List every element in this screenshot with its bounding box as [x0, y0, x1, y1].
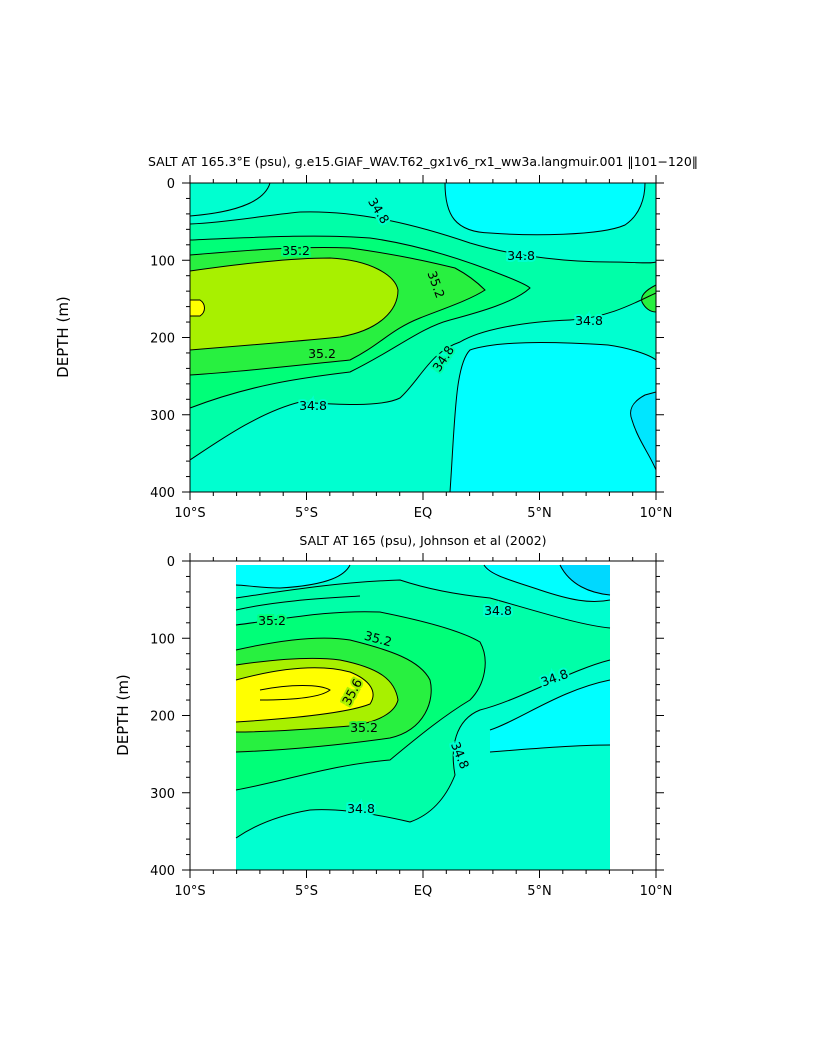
panel-1-fill: [190, 183, 656, 492]
x-tick-label: 5°S: [295, 884, 318, 899]
y-tick-label: 0: [167, 555, 175, 570]
x-tick-label: 10°N: [640, 884, 673, 899]
y-tick-label: 300: [150, 409, 175, 424]
panel-1-title: SALT AT 165.3°E (psu), g.e15.GIAF_WAV.T6…: [148, 154, 698, 169]
contour-label: 34.8: [484, 603, 512, 618]
y-tick-label: 400: [150, 486, 175, 501]
fill-34.2-lower: [630, 392, 656, 470]
panel-1-contours: [189, 182, 657, 493]
fill-35.2-right: [641, 285, 656, 312]
fill-34.2-top: [560, 565, 610, 595]
panel-2-axes: 10°S 5°S EQ 5°N 10°N 0 100 200 300 400: [150, 553, 672, 899]
panel-1-ylabel: DEPTH (m): [54, 296, 72, 378]
x-tick-label: 10°S: [174, 884, 205, 899]
y-tick-label: 0: [167, 177, 175, 192]
fill-35.4: [190, 258, 398, 350]
panel-model: SALT AT 165.3°E (psu), g.e15.GIAF_WAV.T6…: [54, 154, 698, 521]
fill-34.4-lower: [490, 680, 610, 752]
fill-35.6: [236, 667, 374, 722]
x-tick-label: 5°N: [527, 506, 552, 521]
y-tick-label: 100: [150, 254, 175, 269]
fill-34.4-lower: [450, 342, 656, 492]
contour-label: 34.8: [347, 801, 375, 816]
x-tick-label: EQ: [414, 506, 432, 521]
x-tick-label: 5°N: [527, 884, 552, 899]
panel-2-title: SALT AT 165 (psu), Johnson et al (2002): [299, 533, 546, 548]
x-tick-label: 5°S: [295, 506, 318, 521]
contour-label: 34.8: [575, 313, 603, 328]
x-tick-label: 10°N: [640, 506, 673, 521]
contour-label: 35.2: [282, 243, 310, 258]
fill-34.4-upper: [445, 183, 645, 235]
x-tick-label: 10°S: [174, 506, 205, 521]
panel-2-contours: [235, 564, 611, 839]
contour-label: 34.8: [299, 398, 327, 413]
y-tick-label: 400: [150, 864, 175, 879]
contour-label: 34.8: [507, 248, 535, 263]
y-tick-label: 200: [150, 332, 175, 347]
y-tick-label: 300: [150, 787, 175, 802]
contour-label: 35.2: [350, 720, 378, 735]
panel-2-ylabel: DEPTH (m): [114, 674, 132, 756]
fill-35.6: [190, 300, 205, 316]
panel-1-axes: 10°S 5°S EQ 5°N 10°N 0 100 200 300 400: [150, 175, 672, 521]
contour-label: 35.2: [258, 613, 286, 628]
y-tick-label: 200: [150, 710, 175, 725]
y-tick-label: 100: [150, 632, 175, 647]
panel-observed: SALT AT 165 (psu), Johnson et al (2002): [114, 533, 672, 899]
contour-label: 35.2: [308, 346, 336, 361]
x-tick-label: EQ: [414, 884, 432, 899]
